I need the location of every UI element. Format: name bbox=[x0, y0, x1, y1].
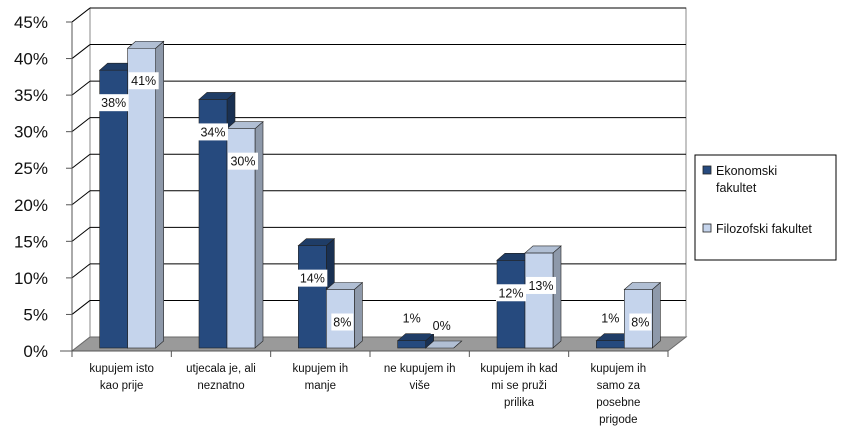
data-label-bg bbox=[198, 123, 228, 141]
gridline-depth bbox=[71, 44, 91, 59]
bar-top bbox=[226, 121, 264, 129]
data-label: 8% bbox=[333, 316, 351, 330]
data-label: 38% bbox=[101, 96, 126, 110]
data-label: 34% bbox=[200, 125, 225, 139]
legend-label: Ekonomski bbox=[716, 164, 777, 178]
bar-top bbox=[623, 282, 662, 290]
x-tick-label: posebne bbox=[596, 397, 640, 409]
x-tick-label: kupujem isto bbox=[89, 363, 154, 375]
bar-top bbox=[524, 245, 562, 254]
x-tick-label: mi se pruži bbox=[491, 380, 547, 392]
y-tick-label: 15% bbox=[14, 232, 48, 251]
plot-side-wall bbox=[71, 6, 91, 353]
bar bbox=[99, 69, 128, 349]
bar-top bbox=[424, 340, 463, 349]
data-label: 8% bbox=[631, 316, 649, 330]
bar bbox=[496, 259, 526, 349]
data-label-bg bbox=[128, 72, 159, 90]
legend-swatch bbox=[702, 223, 712, 233]
gridline-depth bbox=[71, 226, 91, 242]
gridline-depth bbox=[71, 80, 91, 96]
bar bbox=[298, 245, 327, 349]
bar-top bbox=[325, 282, 364, 290]
y-tick-label: 30% bbox=[14, 123, 48, 142]
bar bbox=[397, 340, 426, 349]
data-label-bg bbox=[599, 309, 622, 327]
y-tick-label: 35% bbox=[14, 86, 48, 105]
data-label: 30% bbox=[230, 155, 255, 169]
y-tick-label: 45% bbox=[14, 13, 48, 32]
bar-top bbox=[126, 40, 165, 49]
data-label: 41% bbox=[131, 74, 156, 88]
y-tick-label: 0% bbox=[23, 342, 48, 361]
data-label-bg bbox=[400, 309, 423, 327]
legend-label: Filozofski fakultet bbox=[716, 222, 812, 236]
x-tick-label: ne kupujem ih bbox=[384, 363, 456, 375]
data-label-bg bbox=[331, 313, 354, 331]
x-tick-label: kao prije bbox=[100, 380, 143, 392]
x-tick-label: prigode bbox=[599, 414, 637, 426]
bar bbox=[524, 252, 554, 349]
data-label: 0% bbox=[433, 319, 451, 333]
legend-swatch bbox=[702, 165, 712, 175]
y-tick-label: 20% bbox=[14, 196, 48, 215]
data-label: 1% bbox=[601, 312, 619, 326]
y-tick-label: 5% bbox=[23, 305, 48, 324]
bar bbox=[127, 47, 156, 349]
bar-top bbox=[198, 92, 236, 100]
x-tick-label: samo za bbox=[597, 380, 641, 392]
data-label-bg bbox=[629, 313, 652, 331]
plot-floor bbox=[70, 336, 688, 352]
x-tick-label: više bbox=[409, 380, 429, 392]
y-tick-label: 40% bbox=[14, 50, 48, 69]
x-tick-label: manje bbox=[305, 380, 336, 392]
gridline-depth bbox=[71, 190, 91, 206]
data-label-bg bbox=[98, 94, 129, 112]
x-tick-label: neznatno bbox=[197, 380, 244, 392]
x-tick-label: kupujem ih bbox=[591, 363, 647, 375]
plot-back-wall bbox=[89, 7, 687, 338]
x-tick-label: prilika bbox=[504, 397, 535, 409]
legend-label: fakultet bbox=[716, 181, 757, 195]
gridline-depth bbox=[71, 7, 91, 23]
gridline-depth bbox=[71, 117, 91, 133]
gridline-depth bbox=[71, 263, 91, 279]
x-tick-label: kupujem ih bbox=[293, 363, 349, 375]
x-tick-label: utjecala je, ali bbox=[186, 363, 256, 375]
bar bbox=[596, 340, 625, 349]
bar-side bbox=[552, 245, 562, 349]
data-label-bg bbox=[430, 317, 453, 334]
gridline-depth bbox=[71, 300, 91, 315]
bar-side bbox=[354, 281, 363, 349]
legend bbox=[694, 154, 837, 261]
data-label-bg bbox=[496, 284, 526, 302]
data-label: 13% bbox=[528, 279, 553, 293]
data-label: 1% bbox=[403, 312, 421, 326]
data-label-bg bbox=[228, 152, 258, 170]
data-label-bg bbox=[297, 269, 328, 287]
bar bbox=[198, 99, 228, 349]
data-label: 12% bbox=[498, 286, 523, 300]
bar-top bbox=[297, 238, 336, 246]
y-tick-label: 10% bbox=[14, 269, 48, 288]
data-label: 14% bbox=[300, 272, 325, 286]
x-tick-label: kupujem ih kad bbox=[480, 363, 557, 375]
gridline-depth bbox=[71, 153, 91, 169]
y-tick-label: 25% bbox=[14, 159, 48, 178]
data-label-bg bbox=[526, 276, 556, 294]
bar-side bbox=[652, 281, 661, 349]
